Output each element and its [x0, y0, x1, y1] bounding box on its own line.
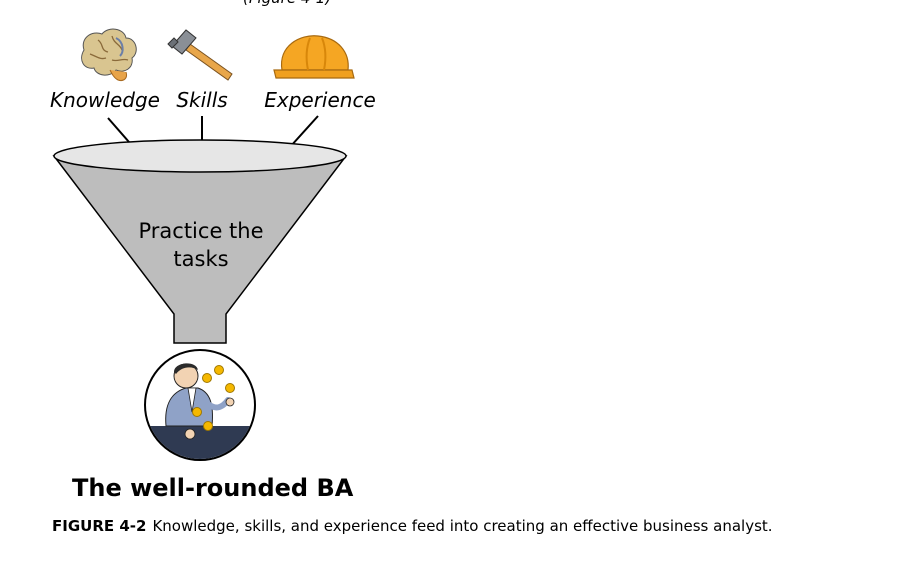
funnel-text-line1: Practice the — [138, 219, 263, 243]
figure-caption-text: Knowledge, skills, and experience feed i… — [152, 517, 773, 535]
figure-label: FIGURE 4-2 — [52, 517, 147, 535]
label-experience: Experience — [264, 88, 376, 112]
juggling-person-icon — [144, 349, 256, 461]
hammer-icon — [167, 29, 233, 81]
funnel — [52, 139, 348, 344]
output-title: The well-rounded BA — [72, 474, 354, 502]
clipped-top-text: (Figure 4-1) — [243, 0, 331, 7]
label-knowledge: Knowledge — [50, 88, 160, 112]
hard-hat-icon — [273, 35, 355, 79]
funnel-text-line2: tasks — [173, 247, 228, 271]
brain-icon — [81, 28, 137, 81]
label-skills: Skills — [176, 88, 227, 112]
figure-caption: FIGURE 4-2 Knowledge, skills, and experie… — [52, 517, 773, 535]
